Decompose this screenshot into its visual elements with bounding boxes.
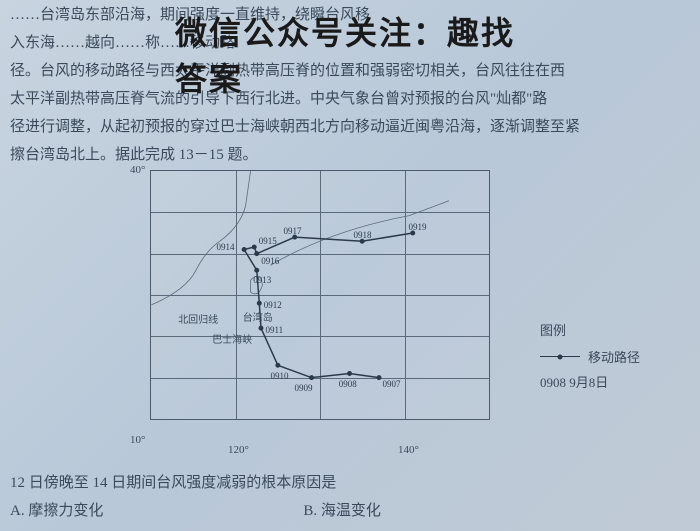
track-point-label: 0912	[264, 300, 282, 310]
lat-label-40: 40°	[130, 164, 145, 176]
track-point-label: 0919	[409, 222, 427, 232]
option-b: B. 海温变化	[303, 499, 381, 523]
track-point-label: 0910	[271, 371, 289, 381]
track-point-label: 0914	[217, 242, 235, 252]
track-point-label: 0917	[284, 226, 302, 236]
track-point-label: 0907	[383, 379, 401, 389]
question-block: 12 日傍晚至 14 日期间台风强度减弱的根本原因是 A. 摩擦力变化 B. 海…	[10, 471, 690, 523]
typhoon-track-chart: 北回归线 台湾岛巴士海峡 0907 0908 0909 0910 0911 0912 0913…	[130, 160, 510, 440]
legend-line-icon	[540, 356, 580, 357]
legend-date-example: 0908 9月8日	[540, 372, 640, 391]
chart-legend: 图例 移动路径 0908 9月8日	[540, 320, 640, 391]
map-feature-label: 巴士海峡	[212, 331, 252, 346]
track-point-label: 0908	[339, 379, 357, 389]
track-point-label: 0915	[259, 236, 277, 246]
legend-title: 图例	[540, 320, 640, 339]
track-point-label: 0909	[295, 383, 313, 393]
track-point-label: 0911	[266, 325, 284, 335]
lon-label-140: 140°	[398, 444, 419, 456]
legend-track-label: 移动路径	[588, 347, 640, 366]
map-feature-label: 北回归线	[178, 311, 218, 326]
text-line: 径进行调整，从起初预报的穿过巴士海峡朝西北方向移动逼近闽粤沿海，逐渐调整至紧	[10, 114, 690, 140]
track-point-label: 0918	[354, 230, 372, 240]
track-point-label: 0916	[261, 256, 279, 266]
track-point-label: 0913	[253, 275, 271, 285]
question-stem: 12 日傍晚至 14 日期间台风强度减弱的根本原因是	[10, 471, 690, 495]
map-feature-label: 台湾岛	[243, 309, 273, 324]
option-a: A. 摩擦力变化	[10, 499, 103, 523]
lat-label-10: 10°	[130, 434, 145, 446]
lon-label-120: 120°	[228, 444, 249, 456]
legend-track-row: 移动路径	[540, 347, 640, 366]
chart-grid: 北回归线 台湾岛巴士海峡 0907 0908 0909 0910 0911 0912 0913…	[150, 170, 490, 420]
watermark-overlay: 微信公众号关注：趣找答案	[175, 8, 525, 100]
